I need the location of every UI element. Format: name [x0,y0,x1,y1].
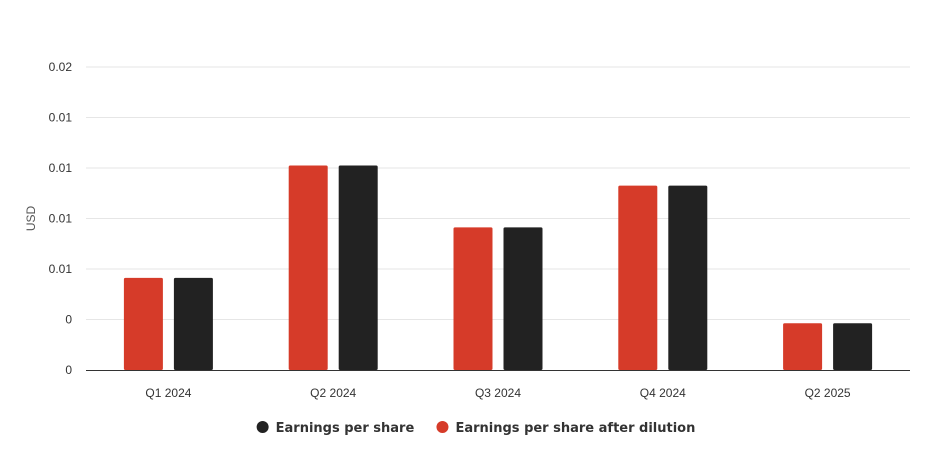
y-axis-title: USD [24,206,38,232]
legend-item-eps[interactable]: Earnings per share [256,421,415,436]
x-tick-label: Q2 2025 [805,386,851,400]
y-tick-label: 0.02 [49,60,73,74]
bar-eps-1 [338,165,378,370]
x-axis: Q1 2024 Q2 2024 Q3 2024 Q4 2024 Q2 2025 [145,386,851,400]
x-tick-label: Q4 2024 [640,386,686,400]
y-tick-label: 0.01 [49,262,73,276]
x-tick-label: Q3 2024 [475,386,521,400]
legend-item-eps-diluted[interactable]: Earnings per share after dilution [436,421,695,436]
bar-eps-0 [173,277,213,370]
y-tick-label: 0.01 [49,161,73,175]
y-axis: 0 0 0.01 0.01 0.01 0.01 0.02 [49,60,73,377]
legend-marker [436,421,449,433]
legend[interactable]: Earnings per share Earnings per share aft… [256,421,696,436]
bar-eps-diluted-1 [288,165,328,370]
y-tick-label: 0.01 [49,111,73,125]
bar-eps-4 [833,323,873,370]
y-tick-label: 0 [65,363,72,377]
bar-eps-diluted-3 [618,185,658,370]
legend-label: Earnings per share [276,421,415,436]
bar-eps-3 [668,185,708,370]
bar-eps-2 [503,227,543,370]
bar-eps-diluted-4 [783,323,823,370]
y-tick-label: 0.01 [49,212,73,226]
bars [123,165,873,370]
grid-lines [86,66,910,320]
x-tick-label: Q1 2024 [145,386,191,400]
legend-label: Earnings per share after dilution [455,421,695,436]
bar-eps-diluted-2 [453,227,493,370]
legend-marker [256,421,269,433]
y-tick-label: 0 [65,313,72,327]
bar-eps-diluted-0 [123,277,163,370]
x-tick-label: Q2 2024 [310,386,356,400]
